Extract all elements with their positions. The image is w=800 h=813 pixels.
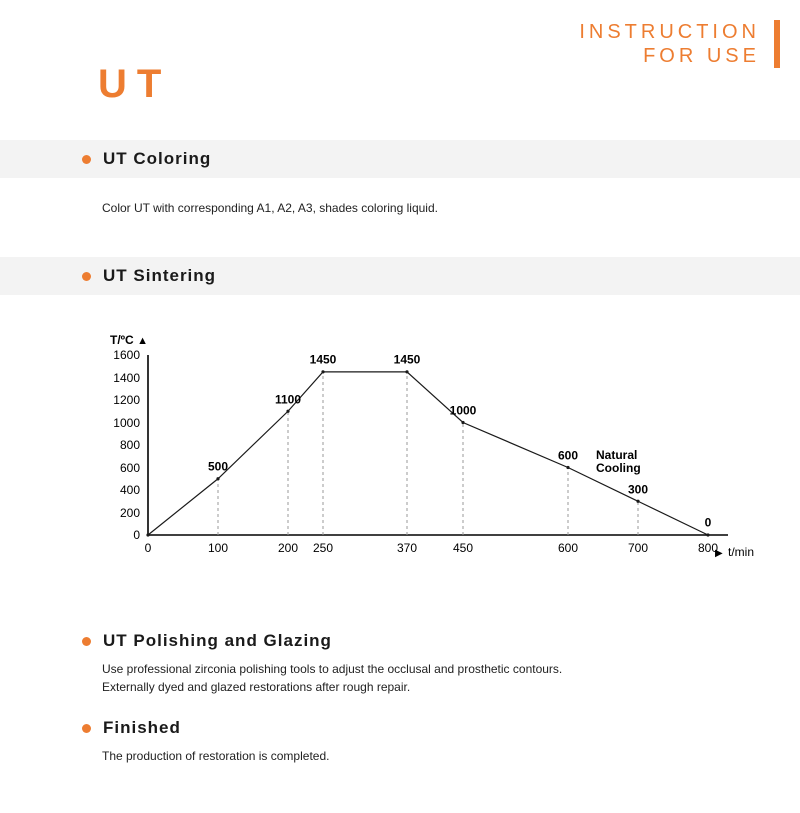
bullet-icon (82, 155, 91, 164)
section-finished-title: Finished (103, 718, 181, 738)
section-finished: Finished (0, 718, 800, 738)
y-tick: 1600 (100, 348, 140, 362)
x-axis-label: ▶ t/min (715, 545, 754, 559)
x-tick: 700 (628, 541, 648, 555)
page-title: UT (98, 62, 171, 107)
x-tick: 0 (145, 541, 152, 555)
chart-svg (108, 355, 748, 575)
point-label: 1450 (394, 353, 421, 367)
x-tick: 600 (558, 541, 578, 555)
bullet-icon (82, 272, 91, 281)
page-header: INSTRUCTION FOR USE UT (0, 0, 800, 92)
instruction-line-2: FOR USE (579, 44, 760, 68)
point-label: 1450 (310, 353, 337, 367)
sintering-chart: T/ºC ▲ ▶ t/min 0200400600800100012001400… (108, 355, 748, 575)
x-tick: 370 (397, 541, 417, 555)
section-coloring-band: UT Coloring (0, 140, 800, 178)
section-polishing-title: UT Polishing and Glazing (103, 631, 332, 651)
y-axis-label-text: T/ºC (110, 333, 134, 347)
y-tick: 1000 (100, 416, 140, 430)
y-tick: 200 (100, 506, 140, 520)
y-tick: 1200 (100, 393, 140, 407)
x-tick: 100 (208, 541, 228, 555)
section-polishing: UT Polishing and Glazing (0, 631, 800, 651)
section-sintering-title: UT Sintering (103, 266, 216, 286)
x-tick: 450 (453, 541, 473, 555)
x-axis-label-text: t/min (728, 545, 754, 559)
point-label: 0 (705, 516, 712, 530)
y-tick: 0 (100, 528, 140, 542)
x-tick: 200 (278, 541, 298, 555)
point-label: 300 (628, 482, 648, 496)
y-tick: 400 (100, 483, 140, 497)
section-sintering-head: UT Sintering (82, 266, 800, 286)
x-tick: 800 (698, 541, 718, 555)
section-coloring-title: UT Coloring (103, 149, 211, 169)
x-tick: 250 (313, 541, 333, 555)
section-coloring-head: UT Coloring (82, 149, 800, 169)
point-label: 600 (558, 448, 578, 462)
point-label: 1100 (275, 392, 301, 406)
section-finished-text: The production of restoration is complet… (102, 748, 722, 765)
point-label: 500 (208, 460, 228, 474)
y-tick: 600 (100, 461, 140, 475)
instruction-line-1: INSTRUCTION (579, 20, 760, 44)
bullet-icon (82, 724, 91, 733)
bullet-icon (82, 637, 91, 646)
section-polishing-text: Use professional zirconia polishing tool… (102, 661, 722, 696)
natural-cooling-label: Natural Cooling (596, 449, 641, 477)
point-label: 1000 (450, 403, 477, 417)
section-finished-head: Finished (82, 718, 800, 738)
section-coloring-text: Color UT with corresponding A1, A2, A3, … (102, 200, 722, 217)
instruction-for-use: INSTRUCTION FOR USE (579, 20, 780, 68)
arrow-up-icon: ▲ (137, 335, 148, 347)
y-tick: 1400 (100, 371, 140, 385)
section-polishing-head: UT Polishing and Glazing (82, 631, 800, 651)
y-axis-label: T/ºC ▲ (110, 333, 148, 347)
y-tick: 800 (100, 438, 140, 452)
section-sintering-band: UT Sintering (0, 257, 800, 295)
